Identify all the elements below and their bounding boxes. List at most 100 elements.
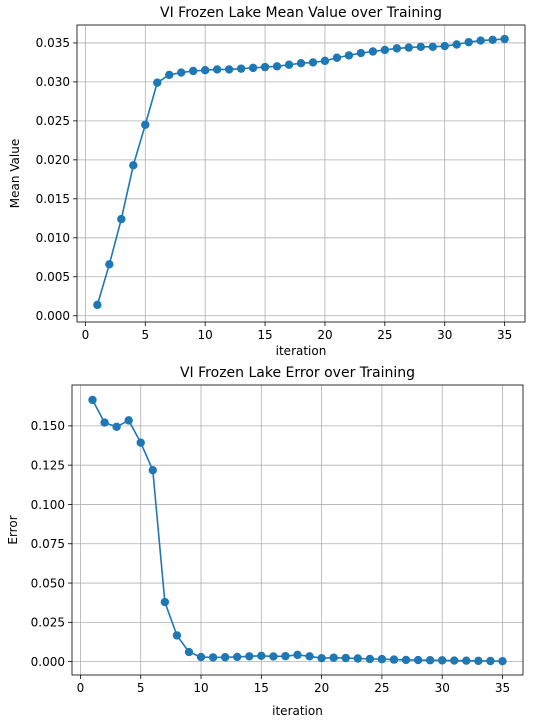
mean-value-data-point [452,40,461,49]
error-x-tick-label: 10 [193,681,208,695]
mean-value-data-point [93,300,102,310]
error-x-tick-label: 30 [435,681,450,695]
mean-value-data-point [476,36,485,45]
error-data-point [281,651,290,661]
mean-value-data-point [129,161,138,170]
error-data-point [341,653,350,663]
error-data-point [305,652,314,661]
mean-value-y-tick-label: 0.030 [36,75,70,89]
mean-value-data-point [212,65,222,74]
mean-value-data-point [332,53,342,62]
error-data-point [293,650,302,660]
mean-value-data-point [177,68,186,77]
error-x-tick-label: 20 [314,681,329,695]
error-data-point [389,655,399,664]
mean-value-data-point [416,42,425,52]
mean-value-x-tick-label: 25 [377,328,392,342]
error-x-tick-label: 25 [374,681,389,695]
mean-value-x-tick-label: 20 [317,328,332,342]
mean-value-data-point [236,64,246,73]
mean-value-data-point [368,47,378,56]
mean-value-data-point [308,58,318,67]
mean-value-data-point [488,35,497,45]
mean-value-x-axis-label: iteration [276,344,327,358]
error-data-point [220,653,230,662]
mean-value-chart: 0 5 10 15 20 25 30 35 0.000 0.005 0.010 0.015 0.020 0… [8,5,526,358]
error-x-tick-label: 15 [254,681,269,695]
error-data-point [365,654,375,664]
error-data-point [112,422,121,432]
mean-value-y-tick-label: 0.010 [36,231,70,245]
mean-value-x-tick-label: 5 [141,328,149,342]
mean-value-x-tick-label: 30 [437,328,452,342]
error-data-point [329,653,338,662]
error-data-point [160,597,170,607]
mean-value-data-point [500,34,509,44]
error-data-point [317,653,326,663]
mean-value-y-tick-label: 0.035 [36,36,70,50]
error-data-point [353,654,362,663]
mean-value-data-point [153,78,162,87]
mean-value-data-point [428,42,437,52]
error-data-point [100,418,109,427]
mean-value-data-point [284,60,294,69]
error-axes-frame [71,384,524,676]
error-data-point [438,656,447,665]
error-x-tick-label: 0 [77,681,85,695]
mean-value-y-tick-label: 0.000 [36,309,70,323]
mean-value-data-point [356,48,366,58]
error-data-point [245,652,254,661]
error-data-point [474,656,483,666]
error-data-point [425,656,435,665]
mean-value-y-tick-label: 0.020 [36,153,70,167]
error-data-point [269,652,278,661]
mean-value-data-point [248,63,258,73]
mean-value-data-point [165,70,174,80]
mean-value-y-tick-label: 0.005 [36,270,70,284]
error-y-tick-label: 0.150 [31,419,65,433]
error-x-tick-label: 35 [495,681,510,695]
error-y-tick-label: 0.000 [31,655,65,669]
error-x-tick-label: 5 [137,681,145,695]
mean-value-x-tick-label: 0 [82,328,90,342]
mean-value-data-point [200,66,210,75]
error-data-point [486,656,495,666]
mean-value-data-point [141,120,150,129]
mean-value-data-point [224,65,234,74]
mean-value-data-point [188,66,198,76]
error-data-point [184,647,194,657]
mean-value-data-point [105,260,114,269]
mean-value-data-point [344,51,354,60]
mean-value-x-tick-label: 35 [497,328,512,342]
mean-value-x-tick-label: 10 [198,328,213,342]
error-y-tick-label: 0.125 [31,458,65,472]
mean-value-y-tick-label: 0.025 [36,114,70,128]
mean-value-data-point [404,43,414,52]
error-data-point [124,416,133,425]
mean-value-x-tick-label: 15 [257,328,272,342]
error-data-point [401,655,411,665]
mean-value-data-point [440,41,449,51]
mean-value-y-axis-label: Mean Value [8,139,22,208]
error-chart-title: VI Frozen Lake Error over Training [180,365,415,381]
error-y-tick-label: 0.025 [31,616,65,630]
error-y-tick-label: 0.100 [31,498,65,512]
error-y-axis-label: Error [6,515,20,544]
error-x-axis-label: iteration [272,704,323,718]
mean-value-axes-frame [76,24,526,323]
mean-value-data-point [296,58,306,68]
error-data-point [462,656,471,665]
error-data-point [413,655,423,665]
error-y-tick-label: 0.075 [31,537,65,551]
mean-value-data-point [260,62,270,72]
error-data-point [257,651,266,661]
error-data-point [196,652,206,662]
mean-value-data-point [320,56,330,66]
mean-value-chart-title: VI Frozen Lake Mean Value over Training [160,5,442,21]
mean-value-data-point [272,62,282,71]
error-y-tick-label: 0.050 [31,576,65,590]
error-chart: 0 5 10 15 20 25 30 35 0.000 0.025 0.050 0.075 0.100 0… [6,365,524,718]
error-data-point [208,653,218,662]
